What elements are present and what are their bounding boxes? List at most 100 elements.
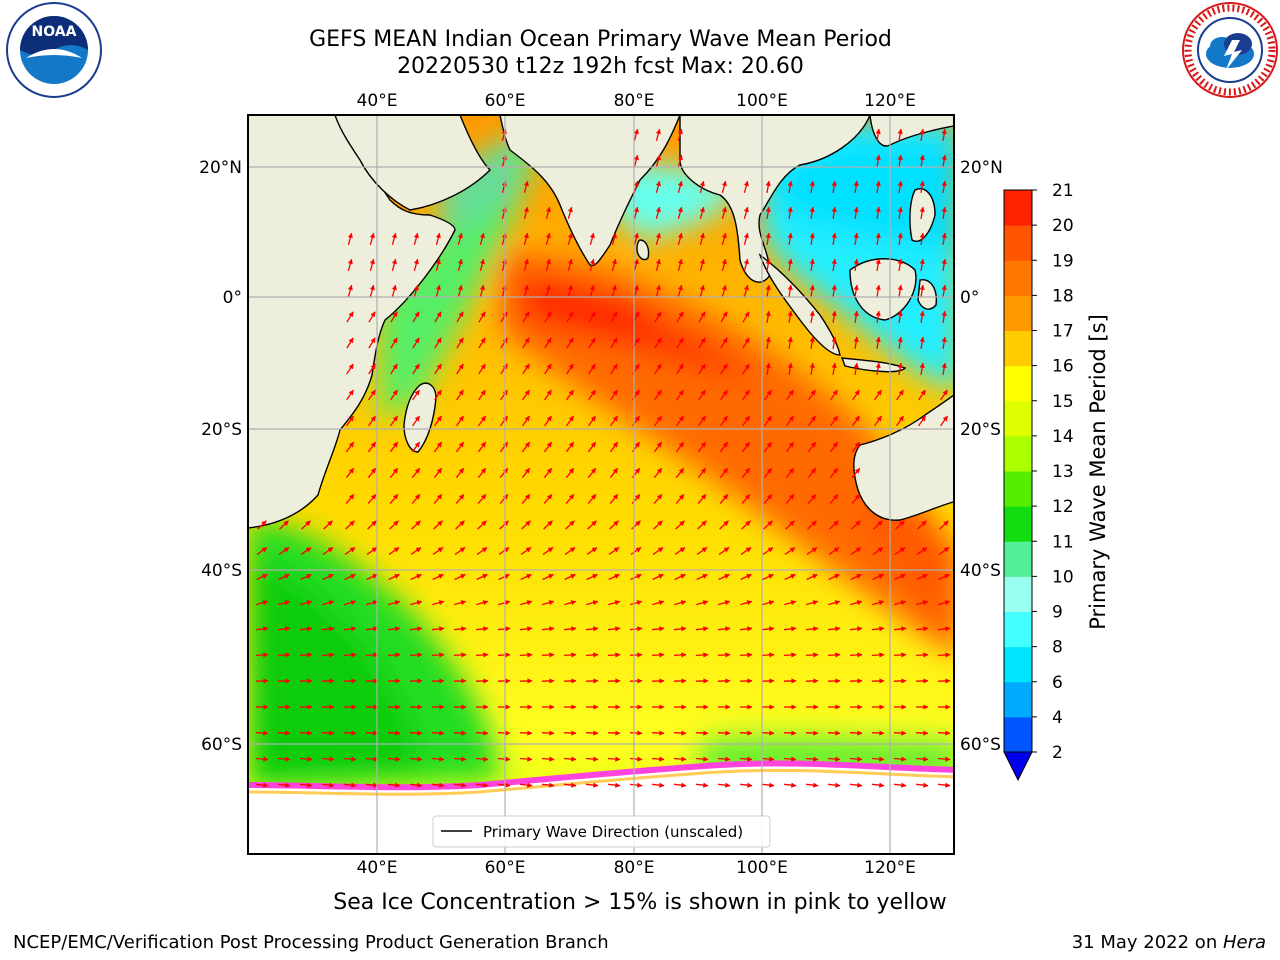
wave-direction-arrow: [677, 154, 683, 167]
footer-host: Hera: [1222, 932, 1266, 953]
wave-direction-arrow: [655, 232, 661, 245]
wave-direction-arrow: [588, 337, 596, 349]
lat-tick-label: 40°S: [201, 561, 242, 581]
wave-direction-arrow: [787, 362, 793, 376]
lat-tick-label: 60°S: [201, 735, 242, 755]
wave-direction-arrow: [742, 389, 750, 401]
wave-direction-arrow: [849, 626, 863, 632]
wave-direction-arrow: [937, 626, 951, 632]
wave-direction-arrow: [387, 626, 401, 632]
wave-direction-arrow: [608, 573, 620, 581]
wave-direction-arrow: [674, 600, 687, 606]
wave-direction-arrow: [454, 547, 466, 555]
wave-direction-arrow: [938, 573, 950, 581]
wave-direction-arrow: [805, 626, 819, 632]
wave-direction-arrow: [476, 600, 489, 606]
wave-direction-arrow: [369, 258, 375, 271]
wave-direction-arrow: [677, 128, 683, 141]
wave-direction-arrow: [633, 180, 639, 193]
wave-direction-arrow: [566, 363, 574, 375]
wave-direction-arrow: [434, 363, 442, 375]
wave-direction-arrow: [299, 730, 313, 736]
wave-direction-arrow: [609, 493, 619, 505]
wave-direction-arrow: [278, 573, 290, 581]
colorbar-tick-label: 13: [1052, 462, 1074, 482]
wave-direction-arrow: [609, 520, 619, 530]
wave-direction-arrow: [652, 573, 664, 581]
wave-direction-arrow: [897, 310, 903, 324]
wave-direction-arrow: [941, 284, 947, 298]
wave-direction-arrow: [563, 756, 577, 762]
colorbar-extend-triangle: [1003, 751, 1033, 782]
wave-direction-arrow: [346, 311, 354, 323]
wave-direction-arrow: [607, 652, 621, 658]
wave-direction-arrow: [567, 258, 573, 271]
map-area: [248, 115, 954, 854]
wave-direction-arrow: [477, 441, 487, 453]
wave-direction-arrow: [784, 547, 796, 555]
wave-direction-arrow: [585, 730, 599, 736]
wave-direction-arrow: [829, 467, 839, 479]
wave-direction-arrow: [896, 389, 904, 401]
wave-direction-arrow: [695, 730, 709, 736]
wave-direction-arrow: [257, 520, 267, 530]
wave-direction-arrow: [543, 520, 553, 530]
wave-direction-arrow: [545, 206, 551, 219]
wave-direction-arrow: [831, 310, 837, 324]
wave-direction-arrow: [827, 626, 841, 632]
wave-direction-arrow: [541, 626, 555, 632]
wave-direction-arrow: [674, 547, 686, 555]
wave-direction-arrow: [894, 573, 906, 581]
wave-direction-arrow: [849, 652, 863, 658]
wave-direction-arrow: [321, 652, 335, 658]
wave-direction-arrow: [322, 573, 334, 581]
wave-direction-arrow: [897, 232, 903, 246]
wave-direction-arrow: [367, 441, 377, 453]
wave-direction-arrow: [523, 284, 529, 297]
wave-direction-arrow: [519, 652, 533, 658]
lon-tick-label: 100°E: [736, 858, 788, 878]
colorbar-segment: [1004, 225, 1032, 261]
wave-direction-arrow: [343, 652, 357, 658]
wave-direction-arrow: [831, 362, 837, 376]
footer-date: 31 May 2022 on Hera: [1072, 932, 1266, 953]
colorbar-segment: [1004, 646, 1032, 683]
wave-direction-arrow: [256, 547, 268, 555]
wave-direction-arrow: [721, 180, 727, 193]
wave-direction-arrow: [255, 730, 269, 736]
wave-direction-arrow: [629, 756, 643, 762]
wave-direction-arrow: [346, 389, 354, 401]
wave-direction-arrow: [477, 467, 487, 479]
map-frame: [247, 114, 955, 855]
wave-direction-arrow: [587, 467, 597, 479]
wave-direction-arrow: [897, 336, 903, 350]
wave-direction-arrow: [718, 573, 730, 581]
wave-direction-arrow: [853, 206, 859, 220]
wave-direction-arrow: [919, 336, 925, 350]
wave-direction-arrow: [741, 493, 751, 505]
wave-direction-arrow: [696, 600, 709, 606]
wave-direction-arrow: [588, 363, 596, 375]
lon-tick-label: 100°E: [736, 91, 788, 111]
lon-tick-label: 60°E: [485, 858, 526, 878]
wave-direction-arrow: [344, 547, 356, 555]
wave-direction-arrow: [893, 756, 907, 762]
wave-direction-arrow: [411, 467, 421, 479]
wave-direction-arrow: [541, 782, 555, 788]
wave-direction-arrow: [807, 415, 817, 427]
wave-direction-arrow: [410, 600, 423, 606]
wave-direction-arrow: [434, 389, 442, 401]
wave-direction-arrow: [588, 389, 596, 401]
wave-direction-arrow: [787, 206, 793, 220]
wave-direction-arrow: [542, 547, 554, 555]
wave-direction-arrow: [413, 258, 419, 271]
wave-direction-arrow: [673, 652, 687, 658]
wave-direction-arrow: [431, 652, 445, 658]
wave-direction-arrow: [365, 730, 379, 736]
wave-direction-arrow: [343, 626, 357, 632]
wave-direction-arrow: [455, 467, 465, 479]
wave-direction-arrow: [875, 128, 881, 142]
wave-direction-arrow: [500, 311, 508, 323]
wave-direction-arrow: [919, 362, 925, 376]
wave-direction-arrow: [545, 258, 551, 271]
